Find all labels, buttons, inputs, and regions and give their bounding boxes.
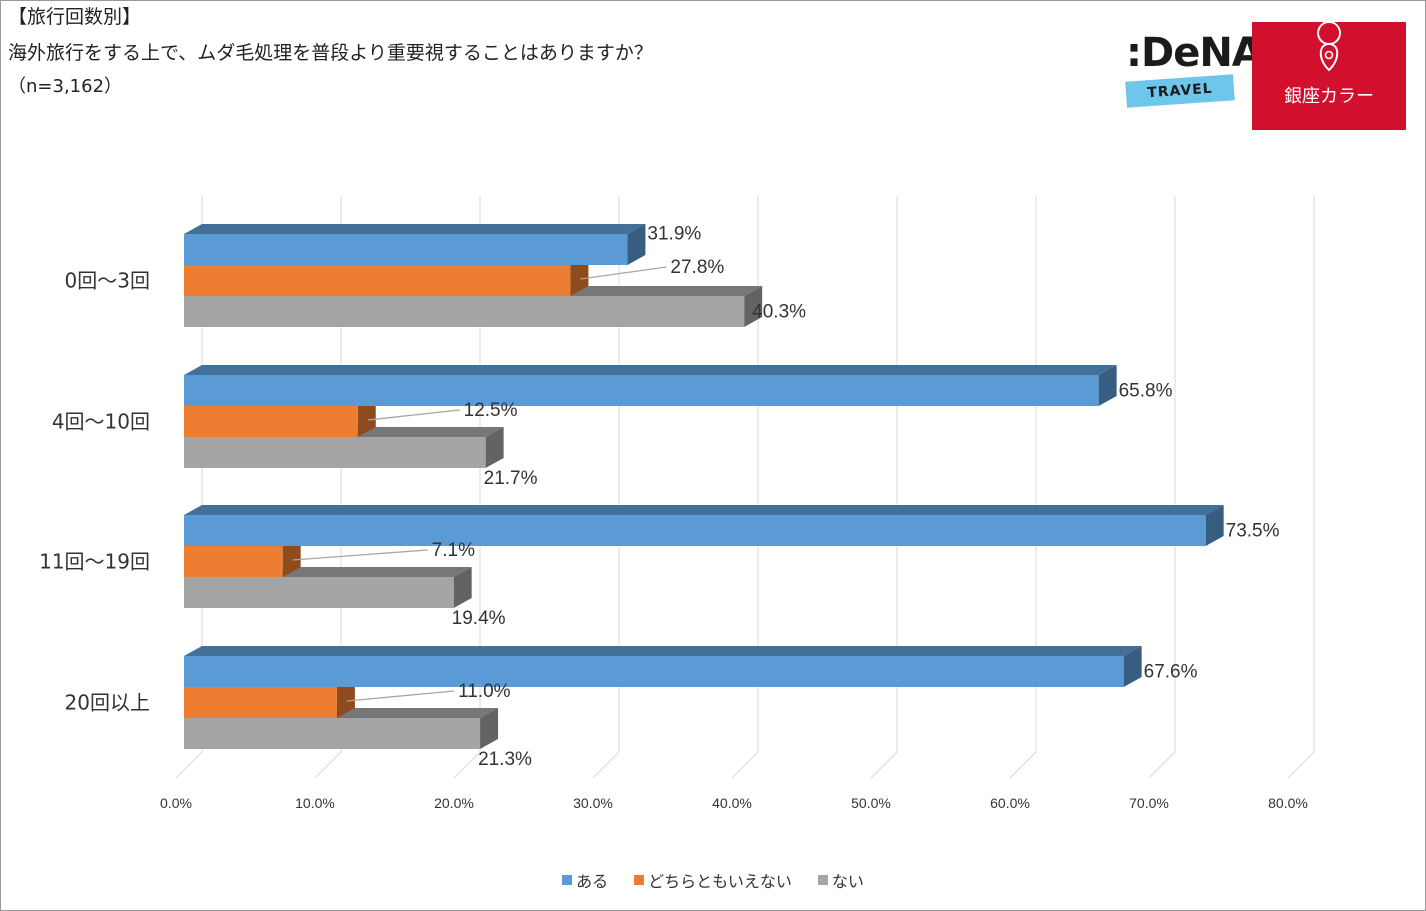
gridline-floor: [453, 751, 481, 779]
bar: [184, 718, 481, 749]
category-label: 20回以上: [65, 691, 150, 715]
legend-label: どちらともいえない: [648, 872, 792, 891]
gridline-floor: [731, 751, 759, 779]
legend-item: ある: [562, 868, 608, 892]
bar: [184, 515, 1206, 546]
bar-top: [184, 646, 1142, 656]
legend-item: ない: [817, 868, 864, 892]
data-label: 21.7%: [484, 468, 538, 489]
gridline-floor: [1009, 751, 1037, 779]
bar: [184, 577, 454, 608]
legend-swatch: [562, 875, 573, 885]
x-tick-label: 40.0%: [712, 795, 752, 811]
data-label: 67.6%: [1144, 662, 1198, 683]
bar-side: [357, 396, 376, 437]
bar-top: [184, 224, 646, 234]
bar: [184, 687, 337, 718]
bar: [184, 375, 1099, 406]
category-label: 4回～10回: [52, 410, 150, 434]
bar: [184, 234, 628, 265]
bar: [184, 437, 486, 468]
bar-side: [570, 255, 589, 296]
data-label: 31.9%: [647, 224, 701, 245]
bar-side: [1205, 505, 1224, 546]
category-label: 0回～3回: [65, 269, 150, 293]
x-tick-label: 70.0%: [1129, 795, 1169, 811]
legend-label: ない: [831, 872, 864, 891]
x-tick-label: 0.0%: [160, 795, 192, 811]
x-tick-label: 50.0%: [851, 795, 891, 811]
x-tick-label: 60.0%: [990, 795, 1030, 811]
dena-logo-text: :DeNA: [1126, 30, 1263, 76]
category-label: 11回～19回: [39, 550, 150, 574]
gridline-floor: [314, 751, 342, 779]
data-label-leader: [580, 266, 667, 280]
x-tick-label: 10.0%: [295, 795, 335, 811]
gridline-floor: [870, 751, 898, 779]
gridline-floor: [1287, 751, 1315, 779]
gridline-floor: [592, 751, 620, 779]
bar: [184, 546, 283, 577]
data-label: 21.3%: [478, 749, 532, 770]
data-label: 73.5%: [1226, 521, 1280, 542]
legend-swatch: [634, 875, 645, 885]
bar: [184, 406, 358, 437]
chart-question: 海外旅行をする上で、ムダ毛処理を普段より重要視することはありますか？: [8, 42, 653, 64]
legend-item: どちらともいえない: [634, 868, 792, 892]
bar-side: [744, 286, 763, 327]
chart-legend: ある どちらともいえない ない: [0, 868, 1426, 892]
bar: [184, 296, 745, 327]
bar-side: [336, 677, 355, 718]
legend-label: ある: [576, 872, 609, 891]
dena-travel-logo: :DeNA TRAVEL: [1120, 30, 1263, 116]
data-label: 12.5%: [464, 400, 518, 421]
data-label-leader: [292, 549, 428, 561]
bar-top: [184, 505, 1224, 515]
bar-side: [480, 708, 499, 749]
bar-top: [184, 365, 1117, 375]
gridline-floor: [1148, 751, 1176, 779]
bar-side: [282, 536, 301, 577]
data-label: 65.8%: [1119, 381, 1173, 402]
chart-heading-category: 【旅行回数別】: [8, 6, 142, 28]
bar-side: [627, 224, 646, 265]
bar-side: [1098, 365, 1117, 406]
data-label: 27.8%: [670, 257, 724, 278]
bar: [184, 656, 1124, 687]
bar: [184, 265, 571, 296]
bar-side: [453, 567, 472, 608]
bar-side: [485, 427, 504, 468]
data-label: 11.0%: [458, 681, 511, 702]
sample-size: （n=3,162）: [8, 76, 123, 97]
gridline-floor: [175, 751, 203, 779]
data-label-leader: [367, 409, 460, 421]
ginza-calla-logo: 銀座カラー: [1252, 22, 1406, 130]
legend-swatch: [817, 875, 828, 885]
data-label-leader: [346, 690, 455, 702]
bar-side: [1123, 646, 1142, 687]
data-label: 19.4%: [452, 608, 506, 629]
x-tick-label: 20.0%: [434, 795, 474, 811]
x-tick-label: 30.0%: [573, 795, 613, 811]
ginza-pin-icon: [1317, 22, 1342, 72]
data-label: 40.3%: [752, 302, 806, 323]
ginza-logo-text: 銀座カラー: [1284, 86, 1374, 107]
data-label: 7.1%: [432, 540, 475, 561]
x-tick-label: 80.0%: [1268, 795, 1308, 811]
